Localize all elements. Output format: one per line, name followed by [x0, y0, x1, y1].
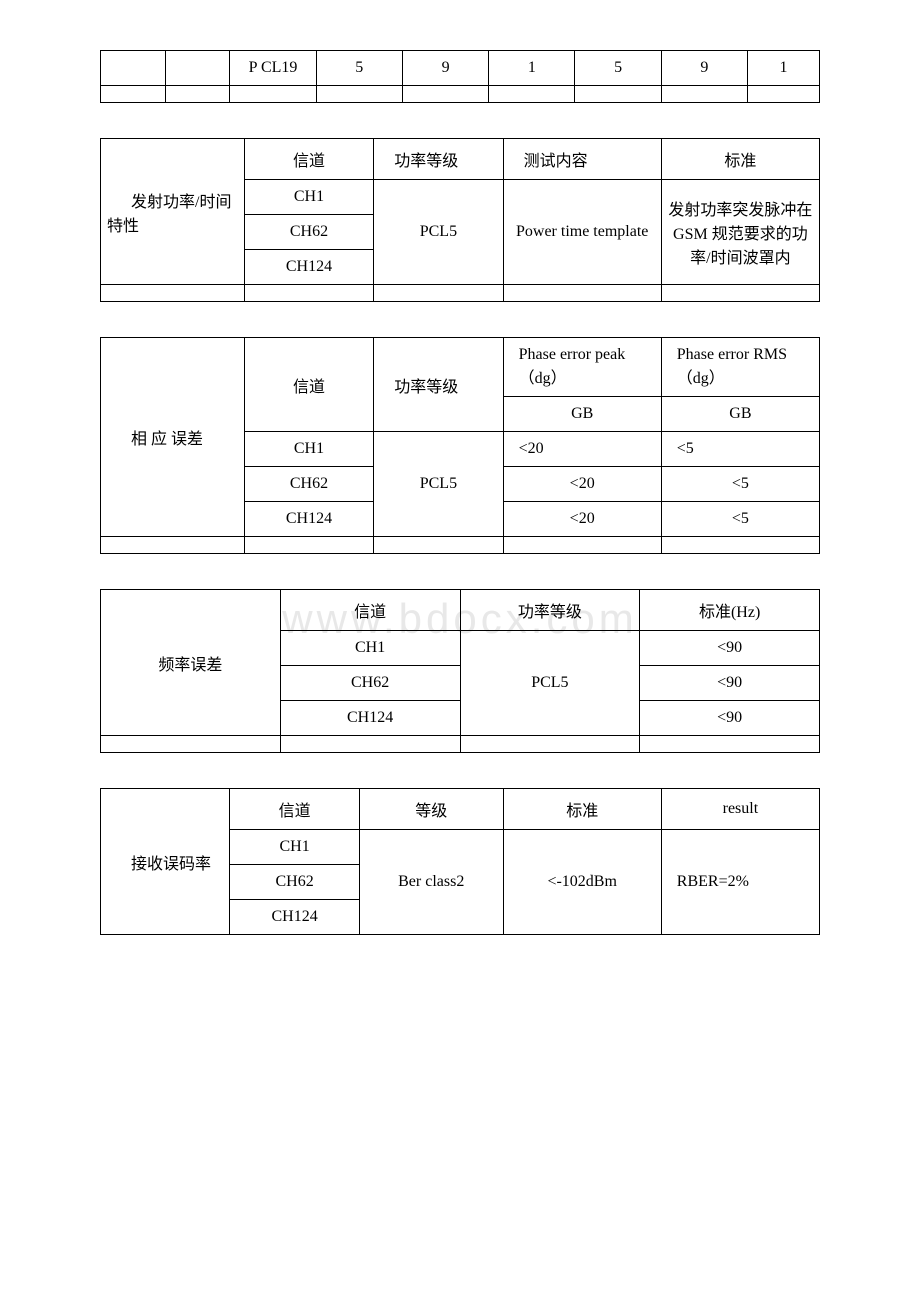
- t3-v2c: <5: [661, 502, 819, 537]
- t1-c1: [165, 51, 230, 86]
- t4-v1: <90: [640, 631, 820, 666]
- t4-h3: 标准(Hz): [640, 590, 820, 631]
- t5-res: RBER=2%: [661, 830, 819, 935]
- t5-ch2: CH62: [230, 865, 359, 900]
- t3-v1b: <20: [503, 467, 661, 502]
- t2-ch3: CH124: [244, 250, 373, 285]
- t3-e0: [101, 537, 245, 554]
- t3-h3: Phase error peak（dg）: [503, 338, 661, 397]
- t3-ch3: CH124: [244, 502, 373, 537]
- t1-e2: [230, 86, 316, 103]
- t2-std: 发射功率突发脉冲在 GSM 规范要求的功率/时间波罩内: [661, 180, 819, 285]
- t5-h1: 信道: [230, 789, 359, 830]
- t4-ch1: CH1: [280, 631, 460, 666]
- t5-h2: 等级: [359, 789, 503, 830]
- t1-e6: [575, 86, 661, 103]
- t5-ber: Ber class2: [359, 830, 503, 935]
- t1-c3: 5: [316, 51, 402, 86]
- table-tx-power-time: 发射功率/时间特性 信道 功率等级 测试内容 标准 CH1 PCL5 Power…: [100, 138, 820, 302]
- t4-e2: [460, 736, 640, 753]
- t4-v3: <90: [640, 701, 820, 736]
- t2-ch2: CH62: [244, 215, 373, 250]
- t2-pcl: PCL5: [374, 180, 503, 285]
- t3-gb2: GB: [661, 397, 819, 432]
- t3-v1c: <20: [503, 502, 661, 537]
- t1-c4: 9: [402, 51, 488, 86]
- t2-e1: [244, 285, 373, 302]
- t5-h4: result: [661, 789, 819, 830]
- t3-v2b: <5: [661, 467, 819, 502]
- t1-e4: [402, 86, 488, 103]
- t4-pcl: PCL5: [460, 631, 640, 736]
- t1-c7: 9: [661, 51, 747, 86]
- t2-h3: 测试内容: [503, 139, 661, 180]
- t1-c0: [101, 51, 166, 86]
- table-freq-error: 频率误差 信道 功率等级 标准(Hz) CH1 PCL5 <90 CH62 <9…: [100, 589, 820, 753]
- t5-label: 接收误码率: [101, 789, 230, 935]
- t3-pcl: PCL5: [374, 432, 503, 537]
- table-phase-error: 相 应 误差 信道 功率等级 Phase error peak（dg） Phas…: [100, 337, 820, 554]
- t2-ch1: CH1: [244, 180, 373, 215]
- t4-ch2: CH62: [280, 666, 460, 701]
- t1-c2: P CL19: [230, 51, 316, 86]
- t4-ch3: CH124: [280, 701, 460, 736]
- t2-test: Power time template: [503, 180, 661, 285]
- table-pcl19: P CL19 5 9 1 5 9 1: [100, 50, 820, 103]
- t2-e0: [101, 285, 245, 302]
- t4-h2: 功率等级: [460, 590, 640, 631]
- t2-e2: [374, 285, 503, 302]
- t5-h3: 标准: [503, 789, 661, 830]
- t1-e5: [489, 86, 575, 103]
- t3-h2: 功率等级: [374, 338, 503, 432]
- table-rx-ber: 接收误码率 信道 等级 标准 result CH1 Ber class2 <-1…: [100, 788, 820, 935]
- t4-v2: <90: [640, 666, 820, 701]
- t2-h2: 功率等级: [374, 139, 503, 180]
- t3-e2: [374, 537, 503, 554]
- t1-e0: [101, 86, 166, 103]
- t1-e3: [316, 86, 402, 103]
- t3-h1: 信道: [244, 338, 373, 432]
- t4-e1: [280, 736, 460, 753]
- t3-v2a: <5: [661, 432, 819, 467]
- t4-h1: 信道: [280, 590, 460, 631]
- t4-e3: [640, 736, 820, 753]
- t1-c8: 1: [748, 51, 820, 86]
- t2-e4: [661, 285, 819, 302]
- t2-h1: 信道: [244, 139, 373, 180]
- t3-gb1: GB: [503, 397, 661, 432]
- t3-ch1: CH1: [244, 432, 373, 467]
- t3-e1: [244, 537, 373, 554]
- t1-c6: 5: [575, 51, 661, 86]
- t1-e7: [661, 86, 747, 103]
- t5-ch1: CH1: [230, 830, 359, 865]
- t2-e3: [503, 285, 661, 302]
- t1-e1: [165, 86, 230, 103]
- t3-h4: Phase error RMS （dg）: [661, 338, 819, 397]
- t2-label: 发射功率/时间特性: [101, 139, 245, 285]
- t3-ch2: CH62: [244, 467, 373, 502]
- t4-e0: [101, 736, 281, 753]
- t1-e8: [748, 86, 820, 103]
- t4-label: 频率误差: [101, 590, 281, 736]
- t3-e3: [503, 537, 661, 554]
- t5-std: <-102dBm: [503, 830, 661, 935]
- t3-label: 相 应 误差: [101, 338, 245, 537]
- t3-e4: [661, 537, 819, 554]
- t5-ch3: CH124: [230, 900, 359, 935]
- t1-c5: 1: [489, 51, 575, 86]
- t3-v1a: <20: [503, 432, 661, 467]
- t2-h4: 标准: [661, 139, 819, 180]
